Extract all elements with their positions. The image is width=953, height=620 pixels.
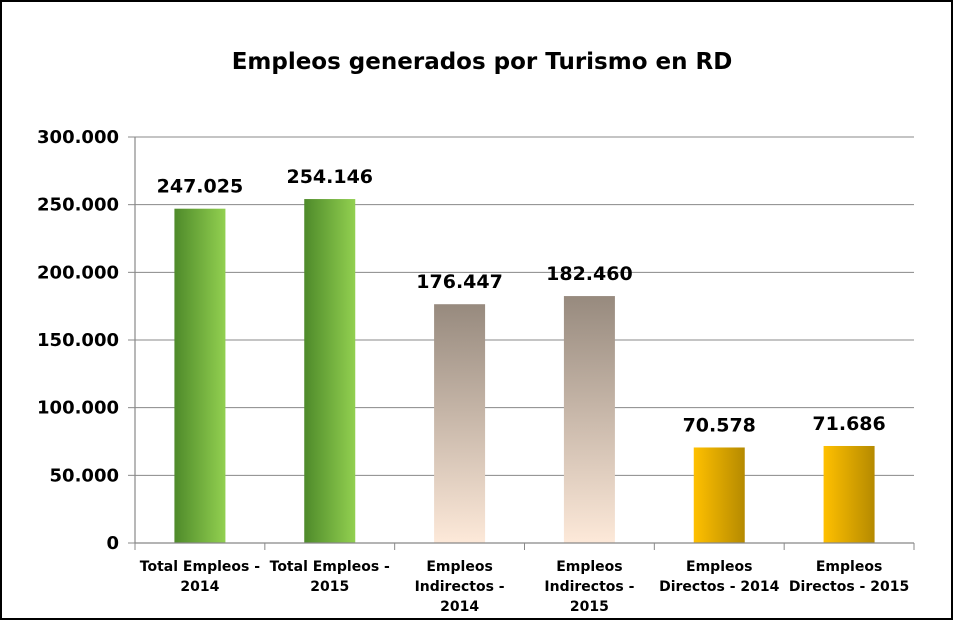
y-tick-label: 0 [106,533,119,554]
data-label: 71.686 [812,413,885,435]
bar [823,445,875,543]
y-tick-label: 100.000 [37,398,119,419]
bar [434,304,486,543]
x-axis-ticks: Total Empleos -2014 Total Empleos -2015 Em… [134,543,915,615]
data-label: 176.447 [416,271,503,293]
chart-title: Empleos generados por Turismo en RD [232,49,733,75]
bar [174,208,226,543]
y-axis-ticks: 0 50.000 100.000 150.000 200.000 250.000 300.0… [37,127,135,554]
data-labels: 247.025 254.146 176.447 182.460 70.578 71.686 [157,166,886,436]
y-tick-label: 200.000 [37,262,119,283]
bar [693,447,745,543]
y-tick-label: 250.000 [37,195,119,216]
data-label: 182.460 [546,263,633,285]
data-label: 247.025 [157,176,244,198]
bar [563,296,615,543]
bar [304,199,356,544]
axes [134,137,914,544]
data-label: 254.146 [286,166,373,188]
x-tick-label: Empleos Indirectos -2014 [415,559,505,615]
y-tick-label: 300.000 [37,127,119,148]
x-tick-label: Empleos Directos - 2014 [659,559,780,595]
gridlines [135,136,914,476]
bars [174,199,875,544]
data-label: 70.578 [683,414,756,436]
x-tick-label: Empleos Indirectos -2015 [544,559,634,615]
x-tick-label: Total Empleos -2015 [270,559,390,595]
y-tick-label: 50.000 [50,465,119,486]
y-tick-label: 150.000 [37,330,119,351]
x-tick-label: Total Empleos -2014 [140,559,260,595]
x-tick-label: Empleos Directos - 2015 [789,559,909,595]
